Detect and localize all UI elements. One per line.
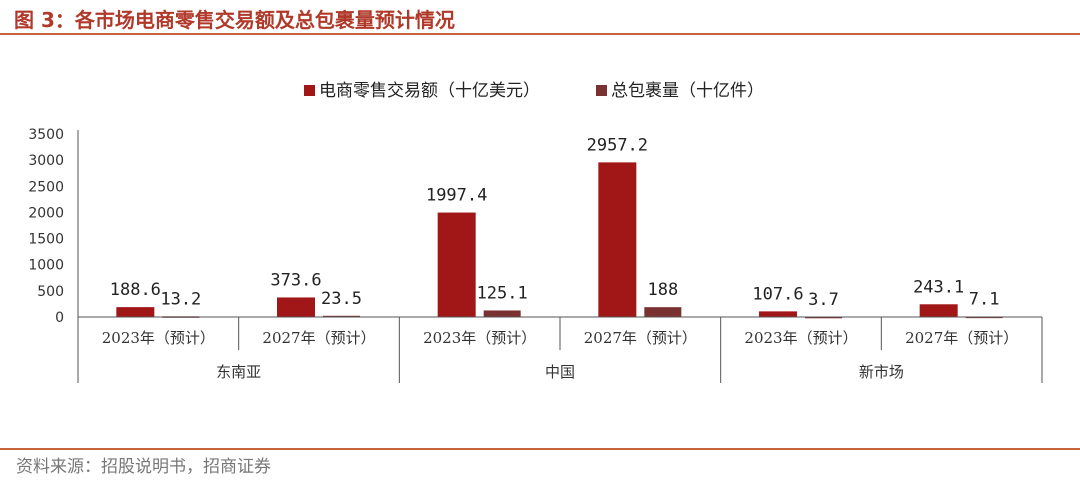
top-rule (0, 33, 1080, 35)
group-label: 中国 (545, 363, 575, 381)
bar-series-2 (483, 310, 521, 317)
data-label: 13.2 (160, 289, 201, 309)
bar-series-1 (437, 212, 476, 317)
data-label: 243.1 (913, 277, 964, 297)
y-axis: 0 500 1000 1500 2000 2500 3000 3500 (28, 127, 79, 326)
legend-swatch-1 (304, 85, 315, 96)
group-label: 东南亚 (216, 363, 261, 381)
bar-series-1 (919, 304, 958, 317)
y-tick-label: 2000 (28, 205, 64, 221)
bar-series-1 (759, 311, 797, 317)
category-label: 2023年（预计） (744, 329, 857, 347)
source-note: 资料来源：招股说明书，招商证券 (16, 457, 271, 477)
group-label: 新市场 (859, 363, 904, 381)
bar-series-1 (277, 297, 315, 317)
bar-series-2 (805, 316, 842, 319)
data-label: 23.5 (321, 289, 362, 309)
y-tick-label: 0 (55, 310, 64, 326)
category-label: 2023年（预计） (423, 329, 536, 347)
y-tick-label: 3500 (28, 127, 64, 143)
legend-label-2: 总包裹量（十亿件） (611, 81, 764, 101)
category-label: 2027年（预计） (584, 329, 697, 347)
data-label: 3.7 (808, 290, 839, 310)
y-tick-label: 2500 (28, 179, 64, 195)
data-label: 373.6 (270, 270, 321, 290)
bar-series-1 (598, 162, 637, 317)
y-tick-label: 1000 (28, 258, 64, 274)
bars (116, 162, 1003, 319)
bar-series-2 (644, 307, 682, 317)
data-label: 1997.4 (426, 186, 487, 206)
category-label: 2027年（预计） (905, 329, 1018, 347)
bar-series-1 (116, 307, 155, 317)
category-label: 2023年（预计） (102, 329, 215, 347)
y-tick-label: 3000 (28, 153, 64, 169)
data-label: 2957.2 (587, 135, 648, 155)
data-label: 188 (647, 280, 678, 300)
data-label: 7.1 (969, 290, 1000, 310)
legend-label-1: 电商零售交易额（十亿美元） (319, 81, 540, 101)
data-label: 188.6 (110, 280, 161, 300)
data-labels: 188.6 373.6 1997.4 2957.2 107.6 243.1 13.2 23.5… (110, 135, 1000, 309)
legend: 电商零售交易额（十亿美元） 总包裹量（十亿件） (304, 81, 764, 101)
bar-chart: 电商零售交易额（十亿美元） 总包裹量（十亿件） 0 500 1000 1500 2000 2… (28, 81, 1043, 383)
y-tick-label: 1500 (28, 232, 64, 248)
figure-title: 图 3：各市场电商零售交易额及总包裹量预计情况 (14, 8, 455, 32)
category-label: 2027年（预计） (262, 329, 375, 347)
legend-swatch-2 (596, 85, 607, 96)
bottom-rule (0, 448, 1080, 450)
data-label: 125.1 (477, 283, 528, 303)
x-axis: 2023年（预计） 2027年（预计） 2023年（预计） 2027年（预计） 2023… (77, 316, 1043, 383)
data-label: 107.6 (752, 284, 803, 304)
y-tick-label: 500 (37, 284, 64, 300)
